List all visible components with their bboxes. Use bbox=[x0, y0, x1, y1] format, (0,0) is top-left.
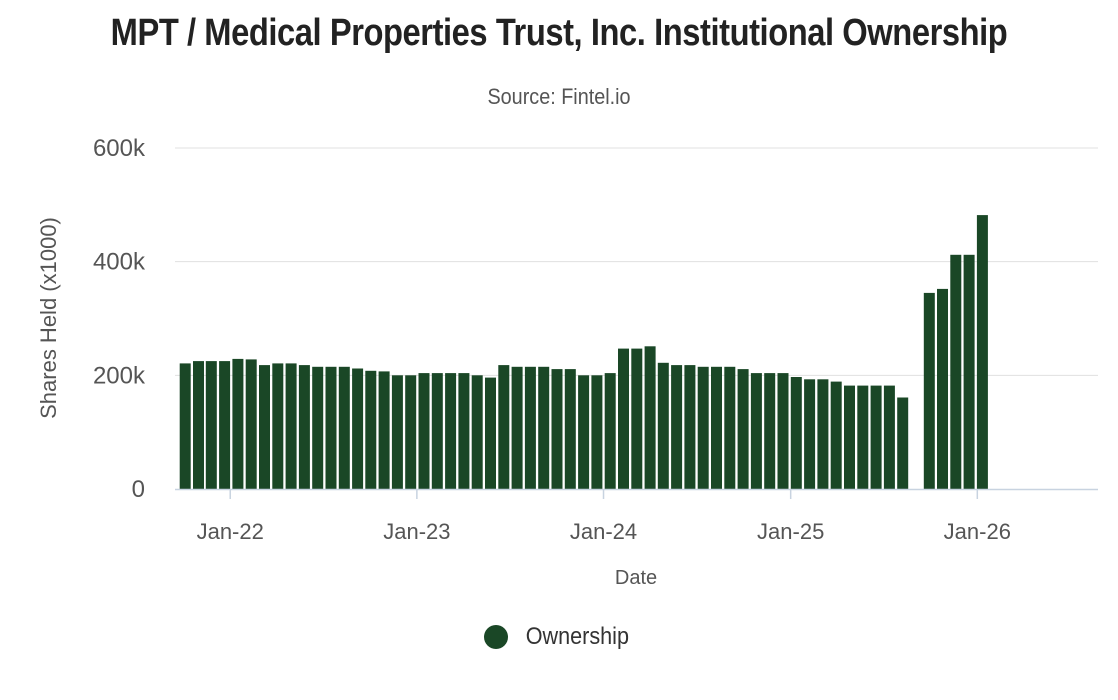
bar[interactable] bbox=[657, 362, 669, 489]
bar[interactable] bbox=[750, 373, 762, 489]
bar[interactable] bbox=[179, 363, 191, 489]
bar[interactable] bbox=[272, 363, 284, 489]
bar[interactable] bbox=[923, 292, 935, 489]
bar[interactable] bbox=[724, 366, 736, 489]
bar[interactable] bbox=[471, 375, 483, 489]
bar[interactable] bbox=[578, 375, 590, 489]
bar[interactable] bbox=[817, 379, 829, 489]
bar[interactable] bbox=[963, 254, 975, 489]
y-tick-label: 600k bbox=[93, 135, 146, 162]
bar[interactable] bbox=[205, 361, 217, 489]
bar[interactable] bbox=[711, 366, 722, 489]
bar[interactable] bbox=[937, 288, 948, 489]
x-tick-label: Jan-25 bbox=[757, 519, 824, 544]
bar[interactable] bbox=[631, 348, 643, 489]
bar[interactable] bbox=[844, 385, 855, 489]
bar[interactable] bbox=[737, 369, 749, 489]
bar[interactable] bbox=[564, 369, 576, 489]
bar[interactable] bbox=[193, 361, 204, 489]
y-axis: 0 200k 400k 600k bbox=[93, 135, 146, 503]
bar[interactable] bbox=[870, 385, 882, 489]
bar[interactable] bbox=[897, 397, 909, 490]
bar[interactable] bbox=[338, 366, 350, 489]
y-tick-label: 400k bbox=[93, 249, 146, 276]
bar[interactable] bbox=[830, 381, 842, 489]
bar[interactable] bbox=[697, 366, 709, 489]
bar[interactable] bbox=[524, 366, 536, 489]
bar[interactable] bbox=[671, 365, 683, 489]
legend-label[interactable]: Ownership bbox=[525, 623, 629, 650]
x-tick-label: Jan-26 bbox=[944, 519, 1011, 544]
bar[interactable] bbox=[458, 373, 470, 489]
bar[interactable] bbox=[232, 358, 244, 489]
bar[interactable] bbox=[551, 369, 563, 489]
bar[interactable] bbox=[431, 373, 443, 489]
bar[interactable] bbox=[219, 361, 231, 489]
chart-title: MPT / Medical Properties Trust, Inc. Ins… bbox=[110, 12, 1008, 54]
bar[interactable] bbox=[857, 385, 869, 489]
bar[interactable] bbox=[285, 363, 297, 489]
y-tick-label: 0 bbox=[132, 476, 145, 503]
bar[interactable] bbox=[365, 370, 377, 489]
bar[interactable] bbox=[804, 379, 816, 489]
bar[interactable] bbox=[684, 365, 696, 489]
bar[interactable] bbox=[325, 366, 337, 489]
bar[interactable] bbox=[298, 365, 310, 489]
bar[interactable] bbox=[511, 366, 523, 489]
bar[interactable] bbox=[764, 373, 776, 489]
bar[interactable] bbox=[352, 368, 364, 490]
bar[interactable] bbox=[498, 365, 510, 489]
bar[interactable] bbox=[950, 254, 962, 489]
bar[interactable] bbox=[312, 366, 324, 489]
bars bbox=[179, 215, 988, 490]
x-tick-label: Jan-24 bbox=[570, 519, 637, 544]
x-tick-label: Jan-23 bbox=[383, 519, 450, 544]
bar[interactable] bbox=[485, 377, 496, 489]
bar[interactable] bbox=[790, 377, 802, 489]
bar[interactable] bbox=[445, 373, 457, 489]
bar[interactable] bbox=[405, 375, 417, 489]
y-tick-label: 200k bbox=[93, 362, 146, 389]
bar[interactable] bbox=[245, 359, 257, 489]
bar[interactable] bbox=[883, 385, 895, 489]
bar[interactable] bbox=[259, 365, 270, 489]
bar[interactable] bbox=[418, 373, 430, 489]
x-axis: Jan-22 Jan-23 Jan-24 Jan-25 Jan-26 bbox=[175, 488, 1098, 544]
bar[interactable] bbox=[777, 373, 789, 489]
y-axis-title: Shares Held (x1000) bbox=[36, 217, 61, 419]
legend[interactable]: Ownership bbox=[0, 623, 1118, 651]
bar[interactable] bbox=[591, 375, 603, 489]
bar[interactable] bbox=[391, 375, 403, 489]
chart-subtitle: Source: Fintel.io bbox=[487, 84, 631, 109]
legend-marker-icon bbox=[483, 625, 508, 649]
x-tick-label: Jan-22 bbox=[197, 519, 264, 544]
bar[interactable] bbox=[538, 366, 550, 489]
bar[interactable] bbox=[604, 373, 616, 489]
bar[interactable] bbox=[976, 215, 988, 489]
x-axis-title: Date bbox=[615, 567, 657, 589]
bar[interactable] bbox=[618, 348, 629, 489]
bar[interactable] bbox=[378, 371, 390, 489]
bar[interactable] bbox=[644, 346, 656, 489]
